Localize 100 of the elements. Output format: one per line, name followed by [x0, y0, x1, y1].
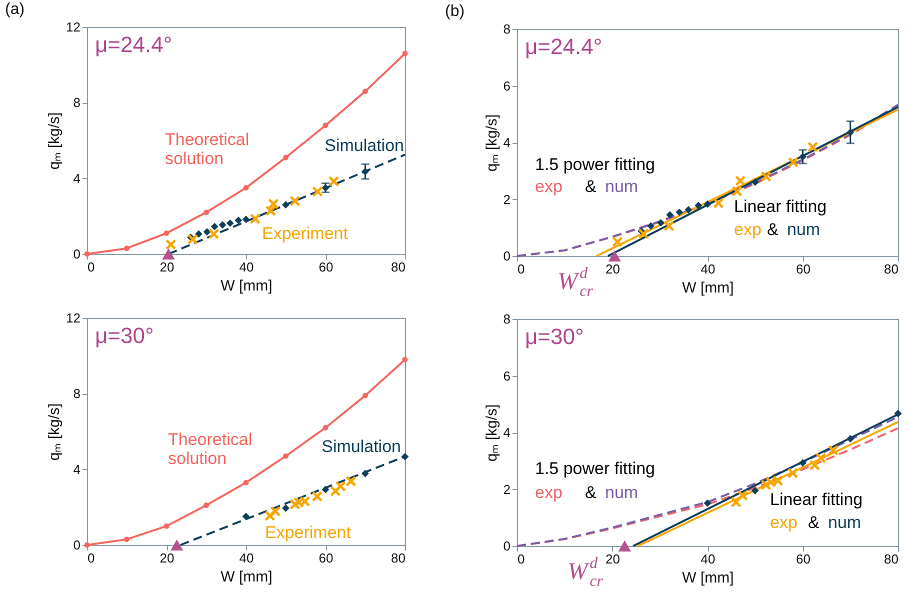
point	[732, 186, 742, 197]
annotation: &	[585, 177, 597, 196]
x-tick-label: 60	[318, 550, 334, 566]
text: exp	[535, 483, 562, 502]
annotation: μ=30°	[525, 324, 584, 349]
point	[402, 50, 408, 56]
x-tick-label: 60	[318, 260, 334, 274]
point	[328, 176, 340, 187]
series-label: exp	[770, 513, 798, 532]
chart-title: (a)	[5, 1, 25, 18]
point	[322, 122, 328, 128]
x-tick-label: 80	[884, 262, 898, 276]
point	[737, 490, 748, 501]
point	[242, 216, 250, 224]
annotation: μ=24.4°	[525, 34, 602, 59]
y-tick-label: 8	[73, 386, 80, 402]
y-tick-label: 12	[66, 20, 80, 34]
x-tick-label: 20	[160, 550, 174, 566]
point	[210, 222, 218, 230]
point	[362, 392, 368, 398]
series-label: Theoretical solution	[165, 130, 250, 168]
x-tick-label: 20	[606, 552, 620, 566]
y-tick-label: 4	[503, 425, 510, 440]
x-tick-label: 0	[88, 550, 95, 566]
point	[283, 154, 288, 160]
annotation: Linear fitting	[770, 490, 863, 509]
point	[322, 424, 328, 430]
point	[809, 460, 820, 471]
point	[751, 178, 759, 186]
point	[203, 228, 211, 236]
point	[322, 486, 330, 494]
y-tick-label: 4	[73, 462, 80, 477]
y-tick-label: 2	[503, 192, 510, 207]
point	[170, 540, 184, 550]
y-tick-label: 2	[503, 482, 510, 497]
point	[799, 459, 806, 467]
annotation: 1.5 power fitting	[535, 459, 656, 478]
point	[250, 213, 261, 224]
y-tick-label: 6	[503, 78, 510, 94]
point	[666, 211, 674, 219]
point	[846, 435, 854, 442]
point	[204, 502, 209, 508]
chart-title: (b)	[445, 3, 465, 20]
point	[730, 496, 742, 508]
x-tick-label: 40	[239, 550, 254, 566]
point	[815, 452, 826, 464]
point	[788, 156, 799, 168]
annotation: &	[767, 220, 779, 239]
point	[268, 198, 279, 210]
point	[787, 468, 798, 479]
point	[694, 202, 702, 210]
point	[282, 201, 290, 209]
x-tick-label: 20	[160, 260, 174, 274]
point	[243, 480, 249, 486]
point	[164, 230, 170, 236]
point	[828, 444, 839, 456]
point	[242, 512, 250, 520]
point	[208, 228, 220, 240]
y-axis-title: qₘ [kg/s]	[483, 404, 500, 462]
point	[165, 239, 176, 250]
point	[618, 540, 631, 552]
point	[704, 200, 712, 208]
x-tick-label: 40	[239, 260, 254, 274]
y-tick-label: 12	[66, 310, 80, 326]
series-label: Theoretical solution	[168, 430, 252, 468]
text: num	[828, 513, 862, 532]
y-axis-title: qₘ [kg/s]	[46, 403, 64, 461]
series-label: num	[605, 177, 638, 196]
annotation: &	[585, 483, 597, 502]
x-tick-label: 40	[700, 552, 716, 566]
annotation: μ=24.4°	[95, 32, 172, 57]
series-label: Simulation	[322, 437, 401, 456]
x-axis-title: W [mm]	[682, 280, 734, 296]
point	[346, 476, 356, 487]
point	[264, 510, 276, 522]
series-label: Simulation	[324, 136, 404, 155]
x-tick-label: 20	[606, 262, 620, 276]
point	[84, 251, 90, 257]
x-tick-label: 0	[518, 262, 525, 276]
point	[713, 198, 724, 209]
y-tick-label: 0	[503, 248, 510, 264]
text: exp	[535, 177, 562, 196]
point	[270, 506, 281, 517]
y-axis-title: qₘ [kg/s]	[483, 114, 500, 172]
point	[283, 453, 288, 459]
x-tick-label: 0	[88, 260, 95, 274]
x-axis-title: W [mm]	[220, 278, 272, 294]
series-label: Experiment	[265, 523, 352, 542]
point	[335, 480, 346, 492]
point	[312, 186, 323, 198]
point	[647, 222, 655, 230]
point	[657, 219, 665, 227]
point	[663, 220, 674, 232]
text: num	[787, 220, 820, 239]
point	[704, 499, 712, 507]
point	[330, 486, 341, 497]
point	[684, 206, 692, 214]
point	[124, 246, 130, 252]
point	[734, 175, 746, 186]
series-label: exp	[734, 220, 762, 239]
